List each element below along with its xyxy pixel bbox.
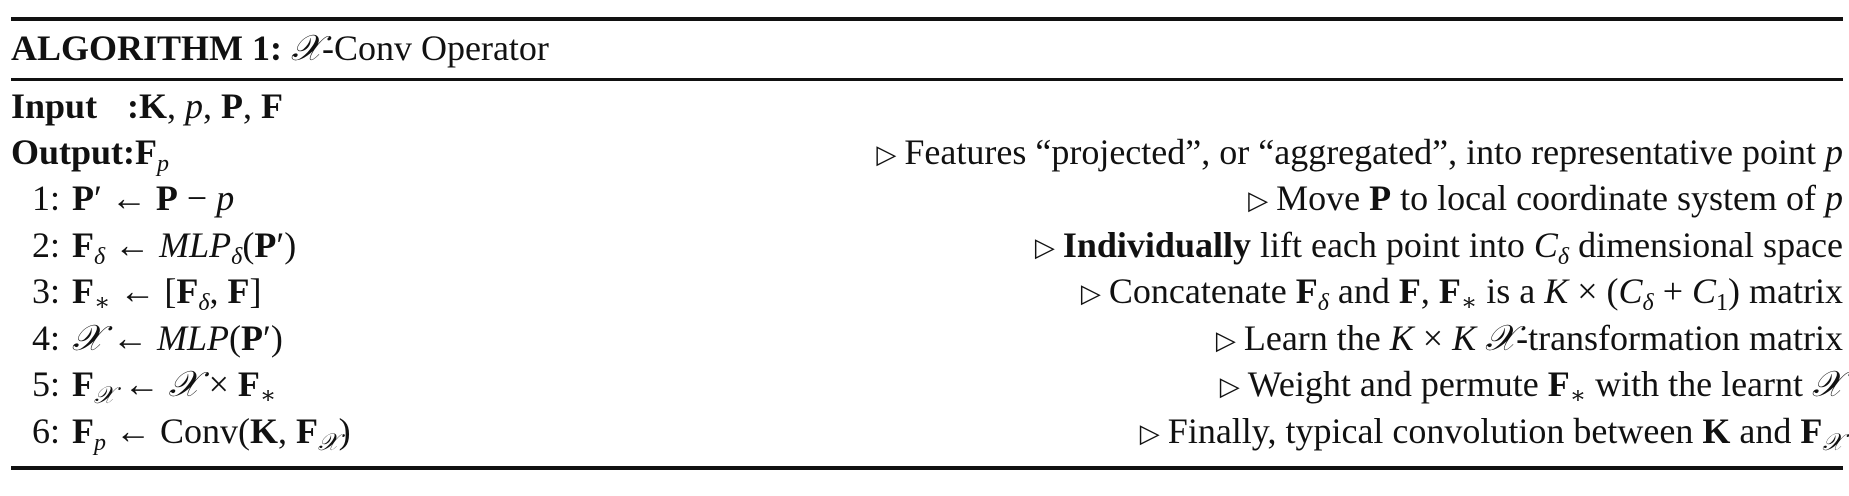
step-statement: 6: Fp ← Conv(K, F𝒳) — [11, 408, 351, 455]
comment-marker-icon: ▷ — [1219, 372, 1240, 401]
algorithm-step: 5: F𝒳 ← 𝒳 × F∗ ▷ Weight and permute F∗ wit… — [11, 361, 1843, 408]
step-comment: ▷ Concatenate Fδ and F, F∗ is a K × (Cδ +… — [1080, 271, 1843, 316]
input-label: Input — [11, 86, 98, 126]
step-number: 4: — [31, 318, 60, 358]
step-number: 6: — [31, 411, 60, 451]
comment-marker-icon: ▷ — [1034, 233, 1055, 262]
step-comment: ▷ Finally, typical convolution between K … — [1139, 411, 1843, 456]
step-number: 1: — [31, 178, 60, 218]
output-value: Fp — [135, 132, 170, 177]
input-line: Input:K, p, P, F — [11, 83, 1843, 129]
output-colon: : — [123, 132, 136, 172]
step-comment: ▷ Learn the K × K 𝒳-transformation matrix — [1215, 318, 1843, 359]
input-value: K, p, P, F — [139, 86, 284, 126]
step-comment: ▷ Individually lift each point into Cδ di… — [1034, 225, 1843, 270]
step-statement: 3: F∗ ← [Fδ, F] — [11, 268, 261, 315]
algorithm-step: 4: 𝒳 ← MLP(P′) ▷ Learn the K × K 𝒳-transfo… — [11, 315, 1843, 361]
step-statement: 1: P′ ← P − p — [11, 175, 234, 221]
step-statement: 5: F𝒳 ← 𝒳 × F∗ — [11, 361, 276, 408]
output-comment: ▷ Features “projected”, or “aggregated”, … — [876, 129, 1843, 179]
comment-marker-icon: ▷ — [1080, 279, 1101, 308]
algorithm-title-rest: -Conv Operator — [321, 28, 549, 68]
input-colon: : — [127, 86, 139, 126]
step-comment: ▷ Move P to local coordinate system of p — [1248, 178, 1843, 218]
top-rule — [11, 17, 1843, 21]
bottom-rule — [11, 466, 1843, 470]
step-comment: ▷ Weight and permute F∗ with the learnt 𝒳 — [1219, 364, 1843, 409]
step-statement: 2: Fδ ← MLPδ(P′) — [11, 222, 296, 269]
step-number: 3: — [31, 271, 60, 311]
output-comment-text: Features “projected”, or “aggregated”, i… — [904, 132, 1843, 172]
algorithm-step: 3: F∗ ← [Fδ, F] ▷ Concatenate Fδ and F, F∗… — [11, 268, 1843, 315]
operator-symbol: 𝒳 — [291, 28, 322, 69]
step-number: 5: — [31, 364, 60, 404]
algorithm-step: 2: Fδ ← MLPδ(P′) ▷ Individually lift each … — [11, 222, 1843, 269]
algorithm-step: 6: Fp ← Conv(K, F𝒳) ▷ Finally, typical con… — [11, 408, 1843, 455]
step-number: 2: — [31, 225, 60, 265]
middle-rule — [11, 78, 1843, 81]
comment-marker-icon: ▷ — [1215, 326, 1236, 355]
algorithm-step: 1: P′ ← P − p ▷ Move P to local coordinate… — [11, 175, 1843, 221]
comment-marker-icon: ▷ — [876, 140, 897, 169]
output-line: Output:Fp ▷ Features “projected”, or “agg… — [11, 129, 1843, 177]
algorithm-heading: ALGORITHM 1: — [11, 28, 283, 68]
step-statement: 4: 𝒳 ← MLP(P′) — [11, 315, 283, 362]
comment-marker-icon: ▷ — [1139, 419, 1160, 448]
output-label: Output — [11, 132, 124, 172]
comment-marker-icon: ▷ — [1248, 186, 1269, 215]
algorithm-title: ALGORITHM 1: 𝒳-Conv Operator — [11, 25, 1843, 71]
